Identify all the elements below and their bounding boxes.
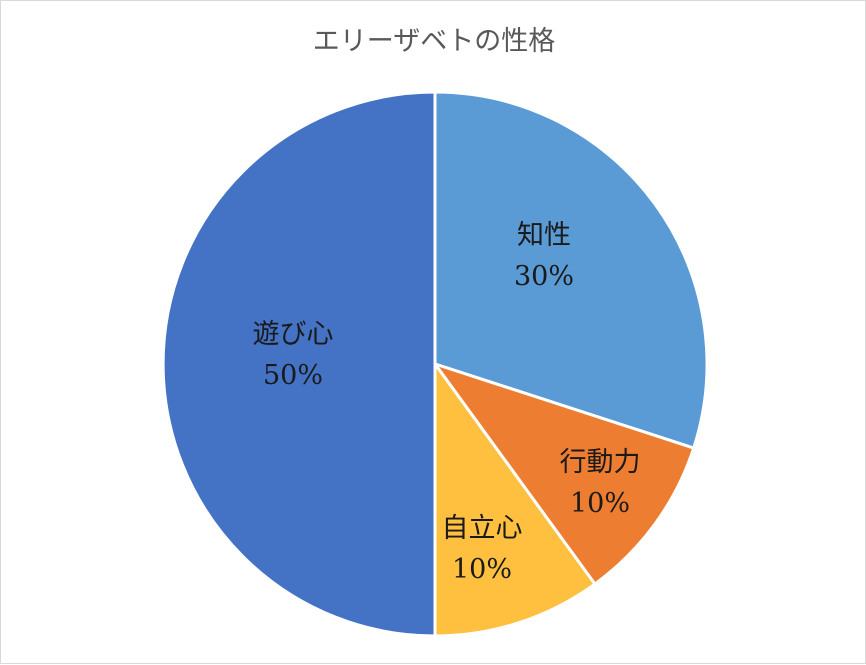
slice-label-3: 自立心 — [442, 513, 523, 544]
pie-slice-3 — [433, 359, 597, 638]
pie-slice-1 — [433, 90, 709, 450]
slice-value-2: 10% — [570, 488, 630, 519]
slice-label-1: 知性 — [517, 220, 571, 251]
slice-value-3: 10% — [452, 554, 512, 585]
pie-slice-2 — [431, 361, 696, 587]
chart-title: エリーザベトの性格 — [312, 26, 556, 57]
slice-label-4: 遊び心 — [253, 319, 334, 350]
slice-value-4: 50% — [263, 360, 323, 391]
pie-slice-4 — [161, 90, 437, 638]
slice-value-1: 30% — [514, 261, 574, 292]
slice-label-2: 行動力 — [560, 447, 641, 478]
